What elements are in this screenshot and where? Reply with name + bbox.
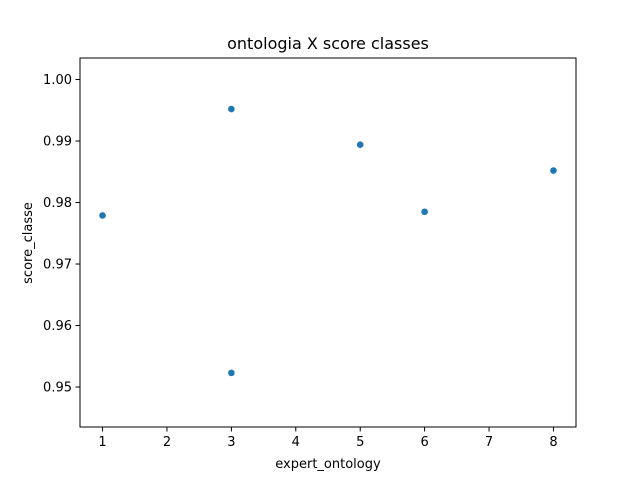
scatter-point-2 [228,369,235,377]
scatter-point-1 [228,105,235,113]
x-tick-label-7: 8 [549,435,557,450]
y-tick-label-5: 1.00 [43,73,72,88]
x-tick-label-6: 7 [485,435,493,450]
plot-frame [79,57,577,428]
scatter-point-0 [99,212,106,219]
x-tick-label-1: 2 [163,435,171,450]
scatter-point-3 [356,141,364,149]
y-tick-label-2: 0.97 [43,258,72,273]
y-tick-label-3: 0.98 [43,196,72,211]
x-tick-label-4: 5 [356,435,364,450]
plot-area: 1 2 3 4 5 6 7 8 0.95 0.96 0.97 0.98 0.99 1.00 [43,57,577,450]
x-axis-label: expert_ontology [275,457,381,472]
x-tick-label-0: 1 [98,435,106,450]
y-tick-label-0: 0.95 [43,381,72,396]
y-tick-label-1: 0.96 [43,319,72,334]
scatter-point-4 [421,208,428,216]
x-tick-label-3: 4 [292,435,300,450]
y-tick-label-4: 0.99 [43,135,72,150]
y-axis-label: score_classe [21,202,36,284]
x-tick-label-5: 6 [420,435,428,450]
chart-title: ontologia X score classes [227,34,429,53]
x-tick-label-2: 3 [227,435,235,450]
scatter-point-5 [550,167,557,174]
